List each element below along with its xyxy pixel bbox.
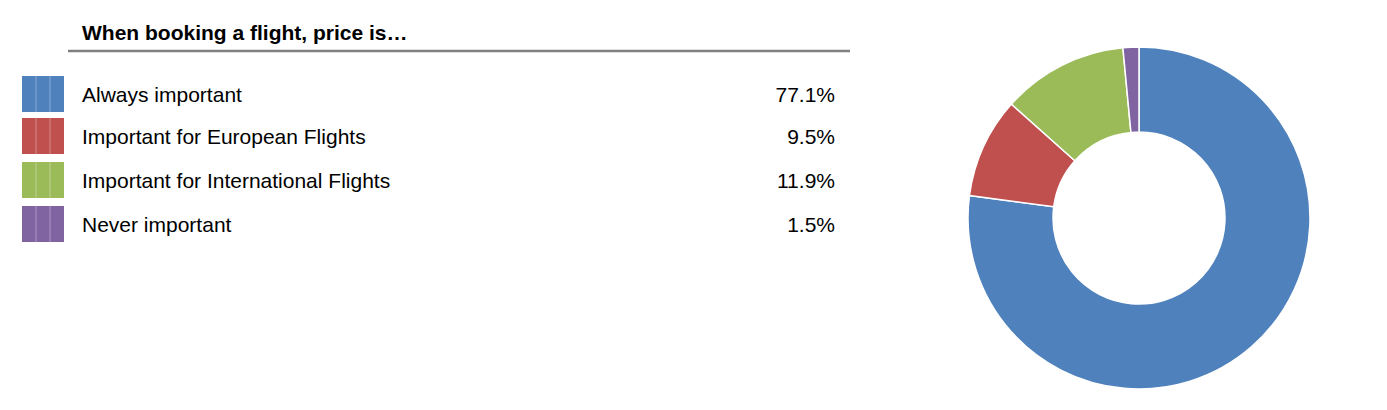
donut-slice <box>968 47 1310 389</box>
legend-value: 77.1% <box>775 83 835 106</box>
swatch-stripe <box>36 206 37 242</box>
legend-label: Important for European Flights <box>82 125 366 148</box>
donut-slice <box>1123 47 1139 132</box>
chart: When booking a flight, price is… Always i… <box>0 0 1387 410</box>
legend-value: 11.9% <box>777 169 835 192</box>
swatch-stripe <box>50 76 51 112</box>
legend-swatch-fill <box>22 76 64 112</box>
title: When booking a flight, price is… <box>82 21 408 44</box>
legend-swatch-fill <box>22 118 64 154</box>
swatch-stripe <box>36 118 37 154</box>
legend-swatch <box>22 162 64 198</box>
swatch-stripe <box>50 118 51 154</box>
swatch-stripe <box>50 206 51 242</box>
legend-label: Always important <box>82 83 242 106</box>
swatch-stripe <box>36 76 37 112</box>
legend-swatch <box>22 206 64 242</box>
legend-value: 1.5% <box>787 213 835 236</box>
title-underline <box>68 50 850 53</box>
legend-value: 9.5% <box>787 125 835 148</box>
swatch-stripe <box>50 162 51 198</box>
legend-swatch-fill <box>22 206 64 242</box>
legend-swatch-fill <box>22 162 64 198</box>
legend-swatch <box>22 76 64 112</box>
donut-slice <box>1011 48 1130 161</box>
legend: Always important 77.1% Important for Europ… <box>22 76 835 242</box>
legend-label: Important for International Flights <box>82 169 390 192</box>
donut <box>968 47 1310 389</box>
legend-swatch <box>22 118 64 154</box>
swatch-stripe <box>36 162 37 198</box>
legend-label: Never important <box>82 213 232 236</box>
